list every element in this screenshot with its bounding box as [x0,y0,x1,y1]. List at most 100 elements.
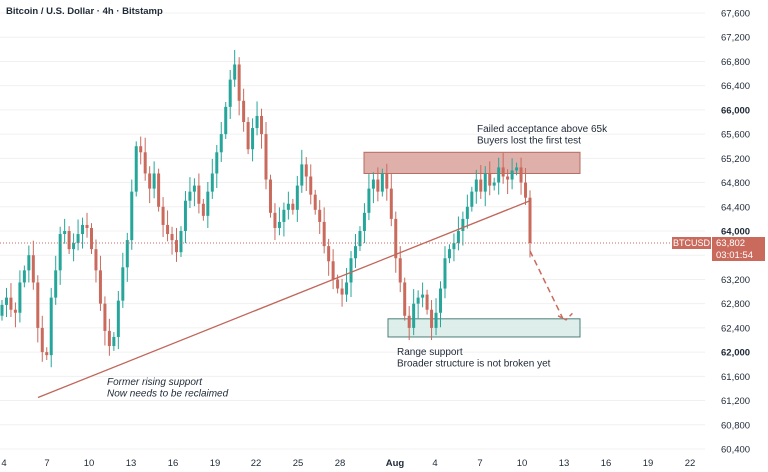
candle-down [45,352,49,356]
candle-down [313,194,317,210]
candle-up [510,170,514,180]
candle-up [497,167,501,183]
time-tick-label: 16 [168,458,179,469]
candle-down [107,330,111,347]
price-tick-label: 64,000 [721,227,750,238]
candle-up [300,164,304,186]
time-tick-label: 25 [293,458,304,469]
projection-path [529,250,564,320]
candle-up [255,115,259,129]
candle-up [461,218,465,231]
resistance-annotation: Buyers lost the first test [477,136,581,147]
candle-down [170,234,174,241]
candle-up [515,167,519,171]
candle-up [421,294,425,298]
price-tick-label: 62,400 [721,323,750,334]
candle-down [197,185,201,204]
candle-up [224,106,228,135]
time-tick-label: 13 [126,458,137,469]
trendline-annotation: Now needs to be reclaimed [107,389,229,400]
rising-trendline [37,200,531,399]
price-tick-label: 64,800 [721,178,750,189]
candle-up [183,200,187,231]
candle-up [295,185,299,210]
candle-down [98,270,102,304]
candle-down [528,197,532,243]
candle-up [439,288,443,313]
candle-down [264,134,268,180]
price-tick-label: 60,400 [721,445,750,456]
time-tick-label: 10 [517,458,528,469]
price-tick-label: 61,600 [721,372,750,383]
candle-down [242,100,246,122]
candle-down [309,176,313,195]
candle-down [103,303,107,331]
chart-grid [0,12,705,450]
candle-up [22,270,26,283]
price-tick-label: 61,200 [721,396,750,407]
candle-up [465,206,469,219]
candle-down [318,209,322,222]
candle-up [456,231,460,244]
candle-up [358,231,362,247]
candle-down [166,224,170,235]
candle-down [9,297,13,310]
candle-down [376,179,380,192]
candle-down [389,188,393,219]
time-tick-label: Aug [386,458,405,469]
candle-up [130,191,134,241]
candles-layer [0,49,532,368]
time-tick-label: 22 [251,458,262,469]
time-tick-label: 4 [1,458,6,469]
price-axis: 67,600 67,200 66,800 66,400 66,000 65,600 65,2… [721,9,750,456]
candle-down [36,282,40,328]
candle-up [179,231,183,253]
candle-up [286,203,290,210]
candle-down [425,294,429,310]
candle-down [273,212,277,228]
candle-up [443,258,447,289]
candle-down [157,173,161,207]
symbol-badge: BTCUSD [672,237,711,249]
candle-up [345,282,349,295]
candle-up [125,240,129,268]
candle-up [492,182,496,186]
price-tick-label: 67,600 [721,9,750,20]
candle-up [416,297,420,304]
time-tick-label: 7 [477,458,482,469]
candle-up [81,224,85,235]
candle-up [112,336,116,347]
candle-down [304,164,308,177]
resistance-annotation: Failed acceptance above 65k [477,124,608,135]
projection-arrowhead [557,311,575,321]
candle-down [394,218,398,259]
time-tick-label: 19 [643,458,654,469]
candle-down [336,279,340,289]
candle-up [18,282,22,313]
price-tick-label: 65,600 [721,130,750,141]
candle-down [331,261,335,280]
price-tick-label: 66,000 [721,105,750,116]
candle-down [85,224,89,228]
candle-up [452,243,456,250]
candle-up [72,243,76,250]
candle-down [398,258,402,283]
price-tick-label: 64,400 [721,202,750,213]
trendline-annotation: Former rising support [107,377,203,388]
time-tick-label: 10 [84,458,95,469]
candle-down [237,64,241,101]
candle-down [501,167,505,177]
candle-down [139,146,143,153]
price-tick-label: 62,800 [721,299,750,310]
candle-up [27,255,31,271]
candle-up [228,79,232,107]
candle-down [524,182,528,198]
time-tick-label: 22 [685,458,696,469]
candle-down [519,167,523,183]
candle-up [188,191,192,201]
time-tick-label: 19 [210,458,221,469]
last-price: 63,802 [716,238,746,249]
candle-up [251,128,255,150]
